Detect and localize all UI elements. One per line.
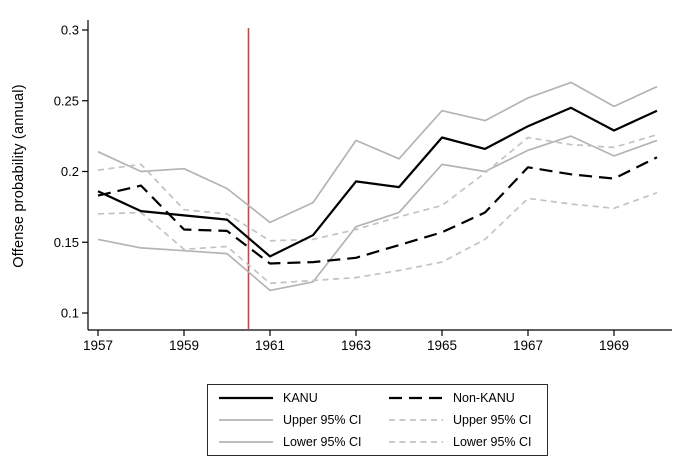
x-tick-label: 1957 — [83, 338, 113, 353]
legend-entry-kanu: KANU — [218, 391, 388, 405]
nonkanu-upper-ci-sample-icon — [389, 419, 443, 421]
nonkanu-lower-ci-sample-icon — [389, 441, 443, 443]
y-tick-label: 0.2 — [61, 164, 79, 179]
y-tick-label: 0.3 — [61, 23, 79, 38]
legend-label-kanu-upper-ci: Upper 95% CI — [283, 413, 362, 427]
kanu-upper-ci-sample-icon — [219, 419, 273, 421]
series-line-KANU-lower-95-ci — [97, 135, 658, 292]
legend-entry-nonkanu: Non-KANU — [388, 391, 552, 405]
series-line-KANU-upper-95-ci — [97, 81, 658, 224]
legend: KANU Non-KANU Upper 95% CI Upper 95% CI — [207, 384, 548, 456]
series-line-Non-KANU-lower-95-ci — [97, 191, 658, 285]
legend-grid: KANU Non-KANU Upper 95% CI Upper 95% CI — [208, 387, 547, 453]
y-tick-label: 0.15 — [54, 235, 79, 250]
legend-entry-kanu-lower-ci: Lower 95% CI — [218, 435, 388, 449]
x-tick-label: 1969 — [599, 338, 629, 353]
legend-label-kanu: KANU — [283, 391, 318, 405]
x-tick-label: 1961 — [255, 338, 285, 353]
legend-label-kanu-lower-ci: Lower 95% CI — [283, 435, 362, 449]
y-tick-label: 0.1 — [61, 306, 79, 321]
x-tick-label: 1965 — [427, 338, 457, 353]
y-tick-label: 0.25 — [54, 93, 79, 108]
x-tick-label: 1963 — [341, 338, 371, 353]
x-tick-label: 1967 — [513, 338, 543, 353]
series-line-Non-KANU-upper-95-ci — [97, 133, 658, 242]
legend-label-nonkanu-upper-ci: Upper 95% CI — [453, 413, 532, 427]
series-line-non-kanu — [97, 156, 658, 265]
legend-entry-kanu-upper-ci: Upper 95% CI — [218, 413, 388, 427]
legend-label-nonkanu-lower-ci: Lower 95% CI — [453, 435, 532, 449]
legend-entry-nonkanu-upper-ci: Upper 95% CI — [388, 413, 552, 427]
kanu-line-sample-icon — [219, 396, 273, 400]
nonkanu-line-sample-icon — [389, 396, 443, 400]
x-tick-label: 1959 — [169, 338, 199, 353]
legend-label-nonkanu: Non-KANU — [453, 391, 515, 405]
kanu-lower-ci-sample-icon — [219, 441, 273, 443]
series-line-kanu — [97, 106, 658, 258]
legend-entry-nonkanu-lower-ci: Lower 95% CI — [388, 435, 552, 449]
